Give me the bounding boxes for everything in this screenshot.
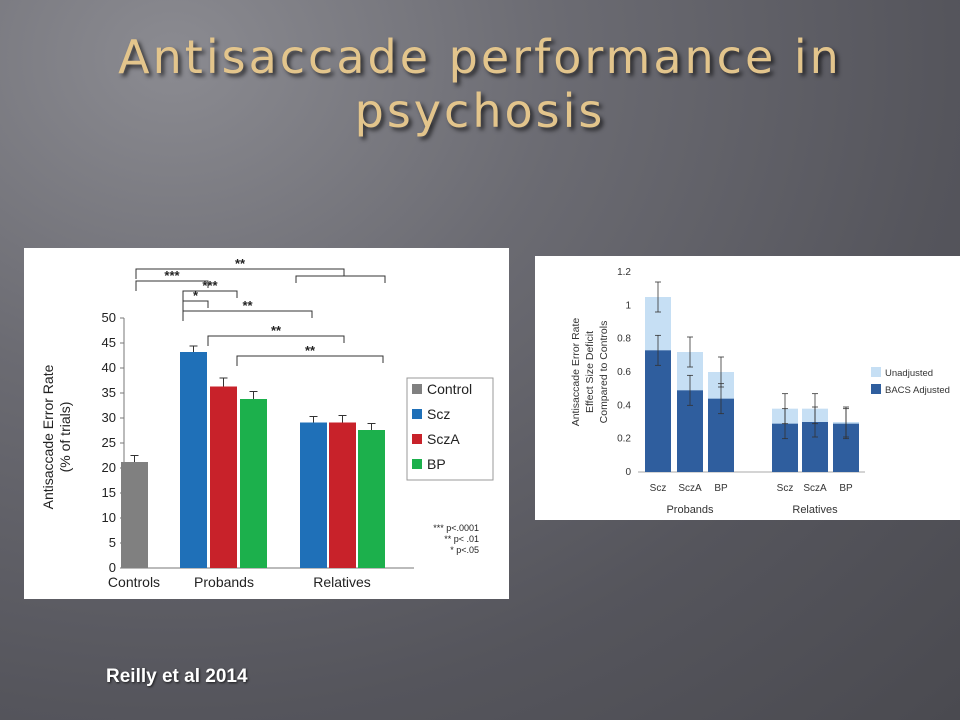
y-tick-label: 0 — [109, 560, 116, 575]
legend-swatch — [412, 409, 422, 419]
significance-bracket — [295, 275, 386, 283]
x-group-label: Relatives — [313, 574, 371, 590]
y-tick-label: 0 — [625, 467, 631, 478]
y-tick-label: 1 — [625, 300, 631, 311]
significance-label: * — [193, 288, 199, 303]
bar-controls-control — [121, 462, 148, 568]
bar-bacs-adjusted — [645, 350, 671, 472]
p-value-note: *** p<.0001 — [433, 523, 479, 533]
legend-label: Control — [427, 381, 472, 397]
x-category-label: Scz — [650, 483, 667, 494]
y-tick-label: 35 — [102, 385, 116, 400]
legend-swatch — [412, 459, 422, 469]
significance-bracket — [135, 280, 209, 291]
x-group-label: Relatives — [792, 504, 838, 516]
legend-label-unadjusted: Unadjusted — [885, 368, 933, 379]
slide-title-line1: Antisaccade performance in — [118, 30, 842, 84]
citation: Reilly et al 2014 — [106, 666, 248, 687]
bar-relatives-scza — [329, 422, 356, 568]
x-category-label: SczA — [678, 483, 702, 494]
effect-size-chart: 0 0.2 0.4 0.6 0.8 1 1.2 Antisaccade Error Rate E… — [570, 267, 950, 516]
y-tick-label: 0.2 — [617, 434, 631, 445]
bar-probands-bp — [240, 399, 267, 568]
p-value-note: * p<.05 — [450, 545, 479, 555]
y-axis-title-line2: Effect Size Deficit — [584, 331, 596, 413]
error-rate-chart: 0 5 10 15 20 25 30 35 40 45 50 Antisaccade Error Ra… — [40, 256, 494, 590]
slide-title-line2: psychosis — [354, 84, 606, 138]
significance-label: *** — [202, 278, 218, 293]
significance-label: ** — [235, 256, 246, 271]
y-axis-title-line3: Compared to Controls — [598, 321, 610, 424]
y-tick-label: 40 — [102, 360, 116, 375]
significance-bracket — [182, 300, 209, 311]
x-group-label: Controls — [108, 574, 160, 590]
legend-label-bacs-adjusted: BACS Adjusted — [885, 385, 950, 396]
x-category-label: Scz — [777, 483, 794, 494]
legend-swatch — [412, 384, 422, 394]
y-axis-title-line1: Antisaccade Error Rate — [570, 318, 582, 427]
legend-swatch — [412, 434, 422, 444]
y-tick-label: 20 — [102, 460, 116, 475]
significance-bracket — [207, 335, 345, 346]
right-chart-panel: 0 0.2 0.4 0.6 0.8 1 1.2 Antisaccade Error Rate E… — [535, 256, 960, 520]
significance-bracket — [236, 355, 384, 366]
y-tick-label: 30 — [102, 410, 116, 425]
slide-title: Antisaccade performance in psychosis — [0, 30, 960, 138]
significance-bracket — [182, 290, 238, 301]
y-tick-label: 25 — [102, 435, 116, 450]
y-tick-label: 10 — [102, 510, 116, 525]
bar-probands-scza — [210, 386, 237, 568]
significance-bracket — [182, 310, 313, 321]
y-tick-label: 15 — [102, 485, 116, 500]
bar-probands-scz — [180, 352, 207, 568]
y-axis-title-line1: Antisaccade Error Rate — [40, 364, 56, 509]
y-tick-label: 0.8 — [617, 334, 631, 345]
legend-label: BP — [427, 456, 446, 472]
y-tick-label: 0.6 — [617, 367, 631, 378]
x-category-label: BP — [839, 483, 853, 494]
significance-label: ** — [305, 343, 316, 358]
y-tick-label: 1.2 — [617, 267, 631, 278]
y-tick-label: 0.4 — [617, 400, 631, 411]
x-group-label: Probands — [666, 504, 714, 516]
significance-label: ** — [271, 323, 282, 338]
y-tick-label: 50 — [102, 310, 116, 325]
x-group-label: Probands — [194, 574, 254, 590]
legend-label: Scz — [427, 406, 450, 422]
bar-relatives-scz — [300, 422, 327, 568]
legend-swatch-bacs-adjusted — [871, 384, 881, 394]
bar-relatives-bp — [358, 430, 385, 568]
x-category-label: BP — [714, 483, 728, 494]
significance-label: *** — [164, 268, 180, 283]
legend-box — [406, 377, 494, 481]
y-axis-title-line2: (% of trials) — [57, 402, 73, 473]
y-tick-label: 5 — [109, 535, 116, 550]
y-tick-label: 45 — [102, 335, 116, 350]
significance-bracket — [135, 268, 345, 279]
legend-label: SczA — [427, 431, 460, 447]
x-category-label: SczA — [803, 483, 827, 494]
left-chart-panel: 0 5 10 15 20 25 30 35 40 45 50 Antisaccade Error Ra… — [24, 248, 509, 599]
legend-swatch-unadjusted — [871, 367, 881, 377]
significance-label: ** — [242, 298, 253, 313]
p-value-note: ** p< .01 — [444, 534, 479, 544]
